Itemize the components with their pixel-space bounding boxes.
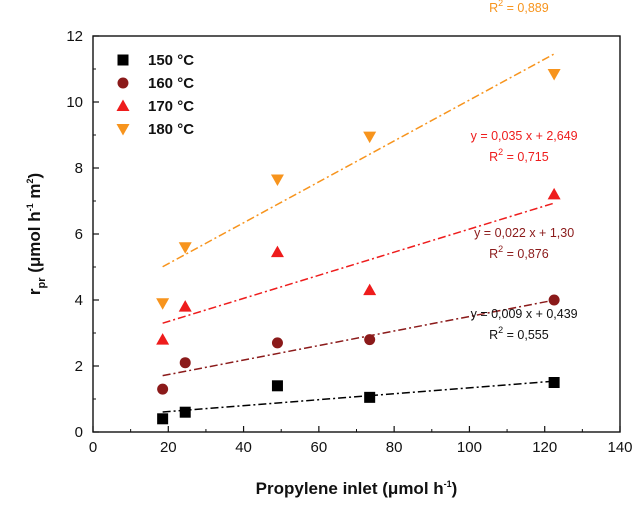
y-tick-label: 8 (75, 160, 83, 177)
x-tick-label: 20 (160, 439, 177, 456)
legend-label-0: 150 °C (148, 52, 194, 69)
fit-equation-0: y = 0,009 x + 0,439 (471, 307, 578, 321)
x-tick-label: 100 (457, 439, 482, 456)
x-tick-label: 140 (607, 439, 632, 456)
x-tick-label: 40 (235, 439, 252, 456)
y-tick-label: 10 (66, 94, 83, 111)
legend-label-2: 170 °C (148, 98, 194, 115)
fit-line-3 (162, 53, 555, 268)
legend: 150 °C 160 °C 170 °C 180 °C (116, 52, 194, 138)
fit-lines (162, 53, 555, 413)
fit-line-1 (162, 299, 555, 377)
data-point-2-4 (547, 187, 561, 200)
data-point-1-4 (548, 294, 560, 306)
x-axis-title: Propylene inlet (μmol h-1) (256, 479, 458, 498)
fit-r2-3: R2 = 0,889 (489, 0, 549, 15)
data-point-3-2 (270, 174, 284, 187)
data-point-1-3 (364, 334, 376, 346)
data-point-0-3 (364, 391, 376, 403)
fit-r2-2: R2 = 0,715 (489, 147, 549, 164)
data-point-2-1 (178, 300, 192, 312)
data-point-3-4 (547, 68, 561, 81)
fit-equation-2: y = 0,035 x + 2,649 (471, 129, 578, 143)
data-point-1-1 (179, 357, 191, 369)
fit-line-2 (162, 202, 555, 324)
legend-marker-0 (117, 54, 129, 66)
tick-labels: 0 20 40 60 80 100 120 140 0 2 4 6 8 10 12 (66, 28, 632, 456)
fit-r2-0: R2 = 0,555 (489, 325, 549, 342)
fit-r2-1: R2 = 0,876 (489, 244, 549, 261)
x-tick-label: 60 (311, 439, 328, 456)
data-point-3-3 (363, 131, 377, 144)
data-point-1-0 (157, 383, 169, 395)
data-point-0-2 (271, 380, 283, 392)
axis-ticks (92, 35, 621, 433)
data-point-0-0 (157, 413, 169, 425)
fit-equations: y = 0,009 x + 0,439 R2 = 0,555 y = 0,022 x… (471, 0, 578, 342)
data-point-3-0 (156, 298, 170, 310)
data-point-3-1 (178, 242, 192, 254)
legend-label-3: 180 °C (148, 121, 194, 138)
legend-label-1: 160 °C (148, 75, 194, 92)
y-tick-label: 2 (75, 358, 83, 375)
data-markers (156, 68, 561, 425)
fit-line-0 (162, 380, 555, 413)
data-point-1-2 (271, 337, 283, 349)
y-tick-label: 4 (75, 292, 83, 309)
data-point-0-1 (179, 406, 191, 418)
y-tick-label: 12 (66, 28, 83, 45)
x-tick-label: 0 (89, 439, 97, 456)
data-point-2-3 (363, 283, 377, 296)
data-point-0-4 (548, 377, 560, 388)
legend-marker-1 (117, 77, 129, 89)
y-axis-title: rpr (μmol h-1 m2) (25, 173, 48, 295)
fit-equation-1: y = 0,022 x + 1,30 (474, 226, 574, 240)
data-point-2-2 (270, 245, 284, 258)
x-tick-label: 120 (532, 439, 557, 456)
y-tick-label: 6 (75, 226, 83, 243)
data-point-2-0 (156, 333, 170, 345)
x-tick-label: 80 (386, 439, 403, 456)
legend-marker-2 (116, 99, 130, 111)
legend-marker-3 (116, 124, 130, 136)
y-tick-label: 0 (75, 424, 83, 441)
